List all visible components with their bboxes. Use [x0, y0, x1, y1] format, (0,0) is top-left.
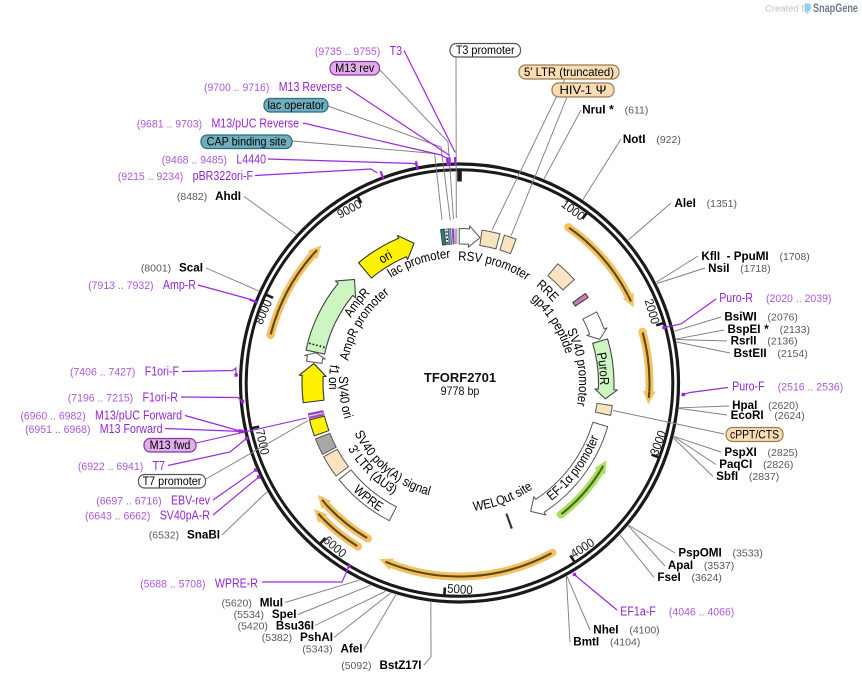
- svg-text:(7406 .. 7427): (7406 .. 7427): [70, 367, 135, 379]
- svg-text:CAP binding site: CAP binding site: [207, 134, 287, 148]
- svg-text:SnapGene: SnapGene: [813, 1, 858, 15]
- svg-text:BmtI: BmtI: [573, 635, 599, 649]
- svg-text:M13 fwd: M13 fwd: [150, 438, 191, 452]
- svg-text:9778 bp: 9778 bp: [441, 384, 480, 398]
- svg-text:(4100): (4100): [629, 624, 659, 636]
- svg-text:(6697 .. 6716): (6697 .. 6716): [96, 496, 161, 508]
- svg-text:Puro-R: Puro-R: [719, 290, 753, 305]
- svg-text:L4440: L4440: [236, 152, 266, 167]
- svg-text:M13 Forward: M13 Forward: [100, 421, 163, 436]
- svg-text:BstEII: BstEII: [734, 346, 767, 360]
- svg-text:(2826): (2826): [763, 459, 793, 471]
- svg-text:T7: T7: [153, 458, 165, 473]
- svg-text:(1718): (1718): [740, 263, 770, 275]
- svg-text:EcoRI: EcoRI: [731, 408, 764, 422]
- svg-text:(3624): (3624): [692, 572, 722, 584]
- svg-text:f1 ori: f1 ori: [326, 364, 342, 390]
- svg-text:pBR322ori-F: pBR322ori-F: [193, 168, 254, 183]
- svg-text:(611): (611): [625, 105, 649, 117]
- svg-text:F1ori-F: F1ori-F: [145, 364, 179, 379]
- svg-text:EF1a-F: EF1a-F: [620, 604, 656, 619]
- svg-text:(5382): (5382): [262, 632, 292, 644]
- svg-text:(2154): (2154): [777, 348, 807, 360]
- svg-text:T7 promoter: T7 promoter: [143, 474, 202, 488]
- svg-text:(5688 .. 5708): (5688 .. 5708): [140, 579, 205, 591]
- svg-text:(1351): (1351): [707, 198, 737, 210]
- svg-text:EBV-rev: EBV-rev: [171, 493, 211, 508]
- svg-text:5′ LTR (truncated): 5′ LTR (truncated): [524, 65, 614, 79]
- svg-text:(2133): (2133): [780, 324, 810, 336]
- svg-text:AhdI: AhdI: [215, 189, 241, 203]
- svg-text:(9468 .. 9485): (9468 .. 9485): [162, 155, 227, 167]
- svg-text:(5420): (5420): [238, 620, 268, 632]
- svg-text:(6960 .. 6982): (6960 .. 6982): [20, 411, 85, 423]
- svg-text:PshAI: PshAI: [300, 630, 333, 644]
- svg-text:T3 promoter: T3 promoter: [456, 43, 515, 57]
- svg-text:SnaBI: SnaBI: [187, 528, 220, 542]
- svg-text:(3533): (3533): [733, 548, 763, 560]
- svg-text:(5343): (5343): [302, 644, 332, 656]
- svg-text:(3537): (3537): [704, 560, 734, 572]
- svg-text:TFORF2701: TFORF2701: [424, 370, 496, 385]
- svg-text:(6951 .. 6968): (6951 .. 6968): [25, 424, 90, 436]
- svg-text:(4046 .. 4066): (4046 .. 4066): [669, 607, 734, 619]
- svg-text:WPRE-R: WPRE-R: [215, 576, 258, 591]
- svg-text:*: *: [609, 103, 614, 117]
- svg-text:Puro-F: Puro-F: [732, 379, 765, 394]
- svg-text:NotI: NotI: [623, 132, 646, 146]
- svg-text:(2516 .. 2536): (2516 .. 2536): [778, 382, 843, 394]
- svg-text:(8001): (8001): [141, 263, 171, 275]
- svg-text:M13 rev: M13 rev: [335, 61, 374, 75]
- svg-text:(1708): (1708): [779, 251, 809, 263]
- svg-text:ScaI: ScaI: [179, 261, 203, 275]
- svg-text:(9735 .. 9755): (9735 .. 9755): [315, 46, 380, 58]
- svg-text:SbfI: SbfI: [716, 469, 738, 483]
- svg-text:(9700 .. 9716): (9700 .. 9716): [204, 82, 269, 94]
- svg-text:(2136): (2136): [767, 336, 797, 348]
- svg-text:SV40pA-R: SV40pA-R: [160, 508, 210, 523]
- svg-text:AfeI: AfeI: [341, 642, 363, 656]
- svg-text:(2825): (2825): [768, 447, 798, 459]
- svg-text:T3: T3: [390, 43, 402, 58]
- svg-text:(5620): (5620): [221, 597, 251, 609]
- svg-text:(5092): (5092): [341, 660, 371, 672]
- svg-text:(6532): (6532): [149, 530, 179, 542]
- svg-text:*: *: [764, 322, 769, 336]
- svg-text:(9681 .. 9703): (9681 .. 9703): [137, 119, 202, 131]
- svg-text:HIV-1 Ψ: HIV-1 Ψ: [560, 83, 607, 97]
- svg-text:(2076): (2076): [768, 312, 798, 324]
- svg-text:(2837): (2837): [749, 471, 779, 483]
- svg-text:M13/pUC Reverse: M13/pUC Reverse: [211, 116, 299, 131]
- svg-text:BstZ17I: BstZ17I: [379, 658, 421, 672]
- svg-text:NruI: NruI: [582, 103, 605, 117]
- svg-text:Amp-R: Amp-R: [163, 277, 196, 292]
- svg-text:F1ori-R: F1ori-R: [143, 390, 178, 405]
- svg-text:(922): (922): [656, 134, 681, 146]
- svg-text:5000: 5000: [447, 582, 474, 598]
- svg-text:(5534): (5534): [234, 609, 264, 621]
- svg-text:(2624): (2624): [774, 410, 804, 422]
- svg-text:(6643 .. 6662): (6643 .. 6662): [85, 511, 150, 523]
- svg-text:lac operator: lac operator: [267, 98, 324, 112]
- svg-text:(4104): (4104): [610, 637, 640, 649]
- svg-text:(7196 .. 7215): (7196 .. 7215): [68, 393, 133, 405]
- svg-text:(6922 .. 6941): (6922 .. 6941): [78, 461, 143, 473]
- svg-text:AleI: AleI: [675, 196, 696, 210]
- svg-text:(7913 .. 7932): (7913 .. 7932): [88, 280, 153, 292]
- svg-text:(9215 .. 9234): (9215 .. 9234): [118, 171, 183, 183]
- svg-text:FseI: FseI: [657, 570, 680, 584]
- svg-text:(8482): (8482): [177, 191, 207, 203]
- svg-text:NsiI: NsiI: [708, 261, 729, 275]
- svg-text:M13 Reverse: M13 Reverse: [279, 79, 342, 94]
- svg-text:(2020 .. 2039): (2020 .. 2039): [766, 293, 831, 305]
- svg-text:cPPT/CTS: cPPT/CTS: [730, 427, 779, 441]
